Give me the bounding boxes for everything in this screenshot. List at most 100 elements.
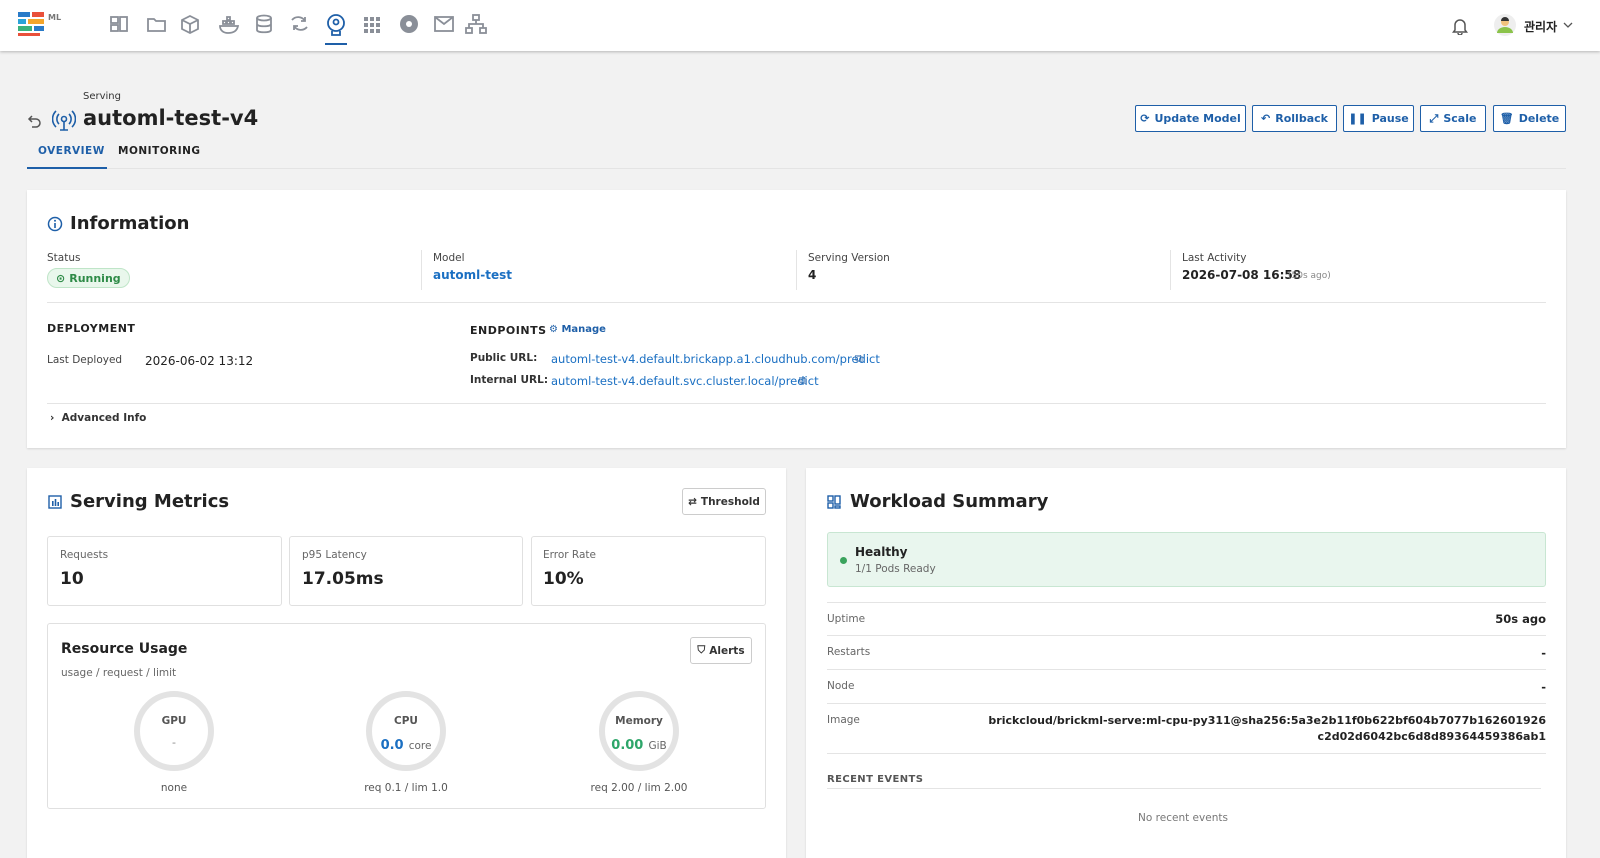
gauge-value: 0.0: [380, 738, 404, 753]
action-button[interactable]: ↶ Rollback: [1252, 105, 1337, 132]
advanced-toggle[interactable]: › Advanced Info: [50, 412, 146, 424]
icon: ↶: [1261, 112, 1271, 125]
health-banner: [827, 532, 1546, 587]
notification-bell[interactable]: [1452, 17, 1468, 35]
divider: [827, 788, 1541, 789]
gauge-ring: [366, 691, 446, 771]
gauge-footer: req 2.00 / lim 2.00: [590, 782, 688, 794]
field-value: 2026-06-02 13:12: [145, 354, 254, 368]
metric-label: Requests: [60, 549, 109, 561]
field-label: Last Deployed: [47, 354, 123, 366]
metric-card: [289, 536, 523, 606]
back-button[interactable]: [27, 113, 43, 129]
icon: ⚙: [549, 324, 562, 335]
row-label: Uptime: [827, 613, 866, 625]
tab-active[interactable]: OVERVIEW: [38, 145, 105, 157]
url-label: Public URL:: [470, 352, 538, 364]
divider: [827, 703, 1546, 704]
gauges: [134, 691, 679, 771]
subsection-title: DEPLOYMENT: [47, 322, 136, 335]
user-menu-caret[interactable]: [1563, 21, 1573, 29]
user-avatar[interactable]: [1494, 14, 1516, 36]
breadcrumb[interactable]: Serving: [83, 91, 121, 102]
section-title: Information: [70, 213, 190, 234]
action-button[interactable]: ❚❚ Pause: [1343, 105, 1414, 132]
copy-button[interactable]: ⧉: [855, 352, 863, 365]
metric-label: Error Rate: [543, 549, 597, 561]
events-title: RECENT EVENTS: [827, 774, 924, 785]
toggle-label: Advanced Info: [61, 412, 147, 424]
status-text: Running: [69, 271, 121, 285]
button-label: Alerts: [709, 644, 745, 657]
row-value: 50s ago: [1495, 612, 1546, 626]
action-button[interactable]: 🗑 Delete: [1493, 105, 1566, 132]
icon: ❚❚: [1348, 112, 1367, 125]
gauge-unit: core: [408, 740, 432, 752]
url-link[interactable]: automl-test-v4.default.svc.cluster.local…: [551, 374, 819, 388]
subsection-title: ENDPOINTS: [470, 324, 547, 337]
logo-badge: ML: [48, 13, 62, 22]
url-link[interactable]: automl-test-v4.default.brickapp.a1.cloud…: [551, 352, 880, 366]
icon: ›: [50, 412, 62, 424]
field-value: 4: [808, 268, 817, 282]
gauge-label: CPU: [394, 715, 418, 727]
threshold-button[interactable]: ⇄ Threshold: [682, 488, 766, 515]
button-label: Update Model: [1154, 112, 1241, 125]
row-value: brickcloud/brickml-serve:ml-cpu-py311@sh…: [988, 714, 1546, 743]
divider: [47, 403, 1546, 404]
icon: ⤢: [1429, 111, 1439, 125]
metric-value: 10: [60, 569, 84, 589]
row-value: -: [1541, 680, 1546, 694]
section-title: Serving Metrics: [70, 491, 230, 512]
health-dot: [840, 557, 847, 564]
copy-button[interactable]: ⧉: [799, 374, 807, 387]
field-label: Status: [47, 252, 81, 264]
model-link[interactable]: automl-test: [433, 268, 512, 282]
gauge-reading: 0.00 GiB: [611, 734, 666, 753]
metric-value: 17.05ms: [302, 569, 384, 589]
gauge-ring: [134, 691, 214, 771]
tab-indicator: [27, 167, 107, 169]
manage-link[interactable]: ⚙ Manage: [549, 324, 606, 335]
icon: ⟳: [1140, 112, 1150, 125]
empty-state: No recent events: [1138, 812, 1228, 824]
page-title: automl-test-v4: [83, 106, 259, 130]
button-label: Scale: [1443, 112, 1477, 125]
top-bar: ML 관리자: [0, 0, 1600, 51]
divider: [47, 302, 1546, 303]
user-name[interactable]: 관리자: [1524, 20, 1558, 34]
link-text: Manage: [561, 324, 606, 335]
alerts-button[interactable]: ⛉ Alerts: [690, 637, 752, 664]
gauge-reading: 0.0 core: [381, 734, 432, 753]
action-button[interactable]: ⟳ Update Model: [1135, 105, 1246, 132]
field-value: 2026-07-08 16:58: [1182, 268, 1302, 282]
metric-card: [531, 536, 766, 606]
metric-label: p95 Latency: [302, 549, 367, 561]
row-label: Image: [827, 714, 860, 726]
tab[interactable]: MONITORING: [118, 145, 201, 157]
gauge-label: GPU: [161, 715, 187, 727]
resource-usage-panel: [47, 623, 766, 809]
field-label: Last Activity: [1182, 252, 1247, 264]
serving-icon: [52, 110, 76, 131]
logo[interactable]: [18, 12, 48, 36]
icon: ⇄: [688, 495, 697, 508]
gauge-label: Memory: [615, 715, 663, 727]
row-label: Node: [827, 680, 855, 692]
divider: [421, 250, 422, 290]
section-title: Workload Summary: [850, 491, 1049, 512]
button-label: Threshold: [700, 495, 760, 508]
divider: [796, 250, 797, 290]
status-chip: ⊙ Running: [47, 268, 130, 288]
icon: ⊙: [56, 271, 66, 285]
metric-card: [47, 536, 282, 606]
divider: [827, 753, 1546, 754]
panel-subtitle: usage / request / limit: [61, 667, 177, 679]
action-button[interactable]: ⤢ Scale: [1420, 105, 1486, 132]
icon: ⛉: [697, 644, 706, 656]
gauge-ring: [599, 691, 679, 771]
divider: [827, 635, 1546, 636]
divider: [827, 602, 1546, 603]
panel-title: Resource Usage: [61, 641, 188, 657]
